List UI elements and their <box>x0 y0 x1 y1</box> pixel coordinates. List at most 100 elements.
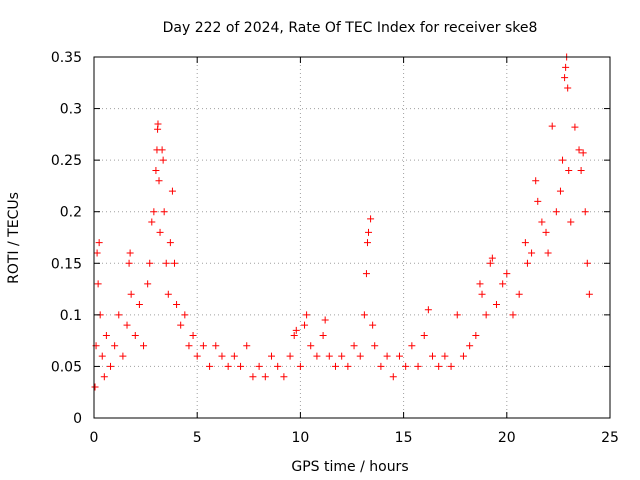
data-point <box>148 218 156 226</box>
data-point <box>567 218 575 226</box>
data-point <box>173 301 181 309</box>
data-point <box>292 326 300 334</box>
data-point <box>441 352 449 360</box>
y-axis-title: ROTI / TECUs <box>6 192 22 284</box>
data-point <box>585 290 593 298</box>
data-points <box>91 53 593 391</box>
data-point <box>564 84 572 92</box>
data-point <box>559 156 567 164</box>
data-point <box>185 342 193 350</box>
data-point <box>162 259 170 267</box>
data-point <box>303 311 311 319</box>
chart-title: Day 222 of 2024, Rate Of TEC Index for r… <box>163 20 538 36</box>
data-point <box>249 373 257 381</box>
data-point <box>383 352 391 360</box>
data-point <box>152 166 160 174</box>
data-point <box>140 342 148 350</box>
data-point <box>91 383 99 391</box>
data-point <box>492 301 500 309</box>
data-point <box>181 311 189 319</box>
data-point <box>164 290 172 298</box>
data-point <box>98 352 106 360</box>
data-point <box>478 290 486 298</box>
data-point <box>515 290 523 298</box>
data-point <box>581 208 589 216</box>
data-point <box>360 311 368 319</box>
data-point <box>488 254 496 262</box>
y-tick-label: 0.35 <box>51 50 82 66</box>
data-point <box>414 362 422 370</box>
data-point <box>156 228 164 236</box>
data-point <box>420 331 428 339</box>
data-point <box>274 362 282 370</box>
data-point <box>534 197 542 205</box>
data-point <box>243 342 251 350</box>
data-point <box>168 187 176 195</box>
data-point <box>459 352 467 360</box>
y-tick-label: 0 <box>73 411 82 427</box>
data-point <box>482 311 490 319</box>
data-point <box>154 120 162 128</box>
data-point <box>206 362 214 370</box>
data-point <box>144 280 152 288</box>
data-point <box>362 270 370 278</box>
data-point <box>237 362 245 370</box>
data-point <box>131 331 139 339</box>
x-tick-label: 0 <box>90 430 99 446</box>
data-point <box>102 331 110 339</box>
data-point <box>350 342 358 350</box>
y-tick-label: 0.1 <box>60 308 82 324</box>
data-point <box>319 331 327 339</box>
data-point <box>466 342 474 350</box>
data-point <box>521 239 529 247</box>
data-point <box>127 290 135 298</box>
data-point <box>528 249 536 257</box>
data-point <box>155 177 163 185</box>
data-point <box>212 342 220 350</box>
data-point <box>538 218 546 226</box>
data-point <box>100 373 108 381</box>
data-point <box>389 373 397 381</box>
data-point <box>93 249 101 257</box>
data-point <box>111 342 119 350</box>
data-point <box>286 352 294 360</box>
data-point <box>170 259 178 267</box>
data-point <box>158 146 166 154</box>
data-point <box>126 249 134 257</box>
data-point <box>367 215 375 223</box>
data-point <box>509 311 517 319</box>
data-point <box>486 259 494 267</box>
data-point <box>115 311 123 319</box>
data-point <box>268 352 276 360</box>
data-point <box>307 342 315 350</box>
data-point <box>193 352 201 360</box>
data-point <box>395 352 403 360</box>
data-point <box>365 228 373 236</box>
data-point <box>321 316 329 324</box>
data-point <box>532 177 540 185</box>
x-tick-label: 5 <box>193 430 202 446</box>
y-tick-label: 0.05 <box>51 359 82 375</box>
data-point <box>424 306 432 314</box>
x-tick-label: 20 <box>498 430 516 446</box>
data-point <box>177 321 185 329</box>
axis-ticks: 0 5 10 15 20 25 0 0.05 0.1 0.15 0.2 0.25 0.3 0.35 <box>51 50 619 446</box>
data-point <box>290 331 298 339</box>
data-point <box>369 321 377 329</box>
grid <box>94 57 610 418</box>
data-point <box>331 362 339 370</box>
data-point <box>542 228 550 236</box>
data-point <box>224 362 232 370</box>
data-point <box>123 321 131 329</box>
data-point <box>159 156 167 164</box>
data-point <box>579 149 587 157</box>
data-point <box>556 187 564 195</box>
data-point <box>313 352 321 360</box>
data-point <box>552 208 560 216</box>
data-point <box>356 352 364 360</box>
plot-frame <box>93 56 611 419</box>
data-point <box>344 362 352 370</box>
data-point <box>523 259 531 267</box>
data-point <box>255 362 263 370</box>
data-point <box>548 122 556 130</box>
